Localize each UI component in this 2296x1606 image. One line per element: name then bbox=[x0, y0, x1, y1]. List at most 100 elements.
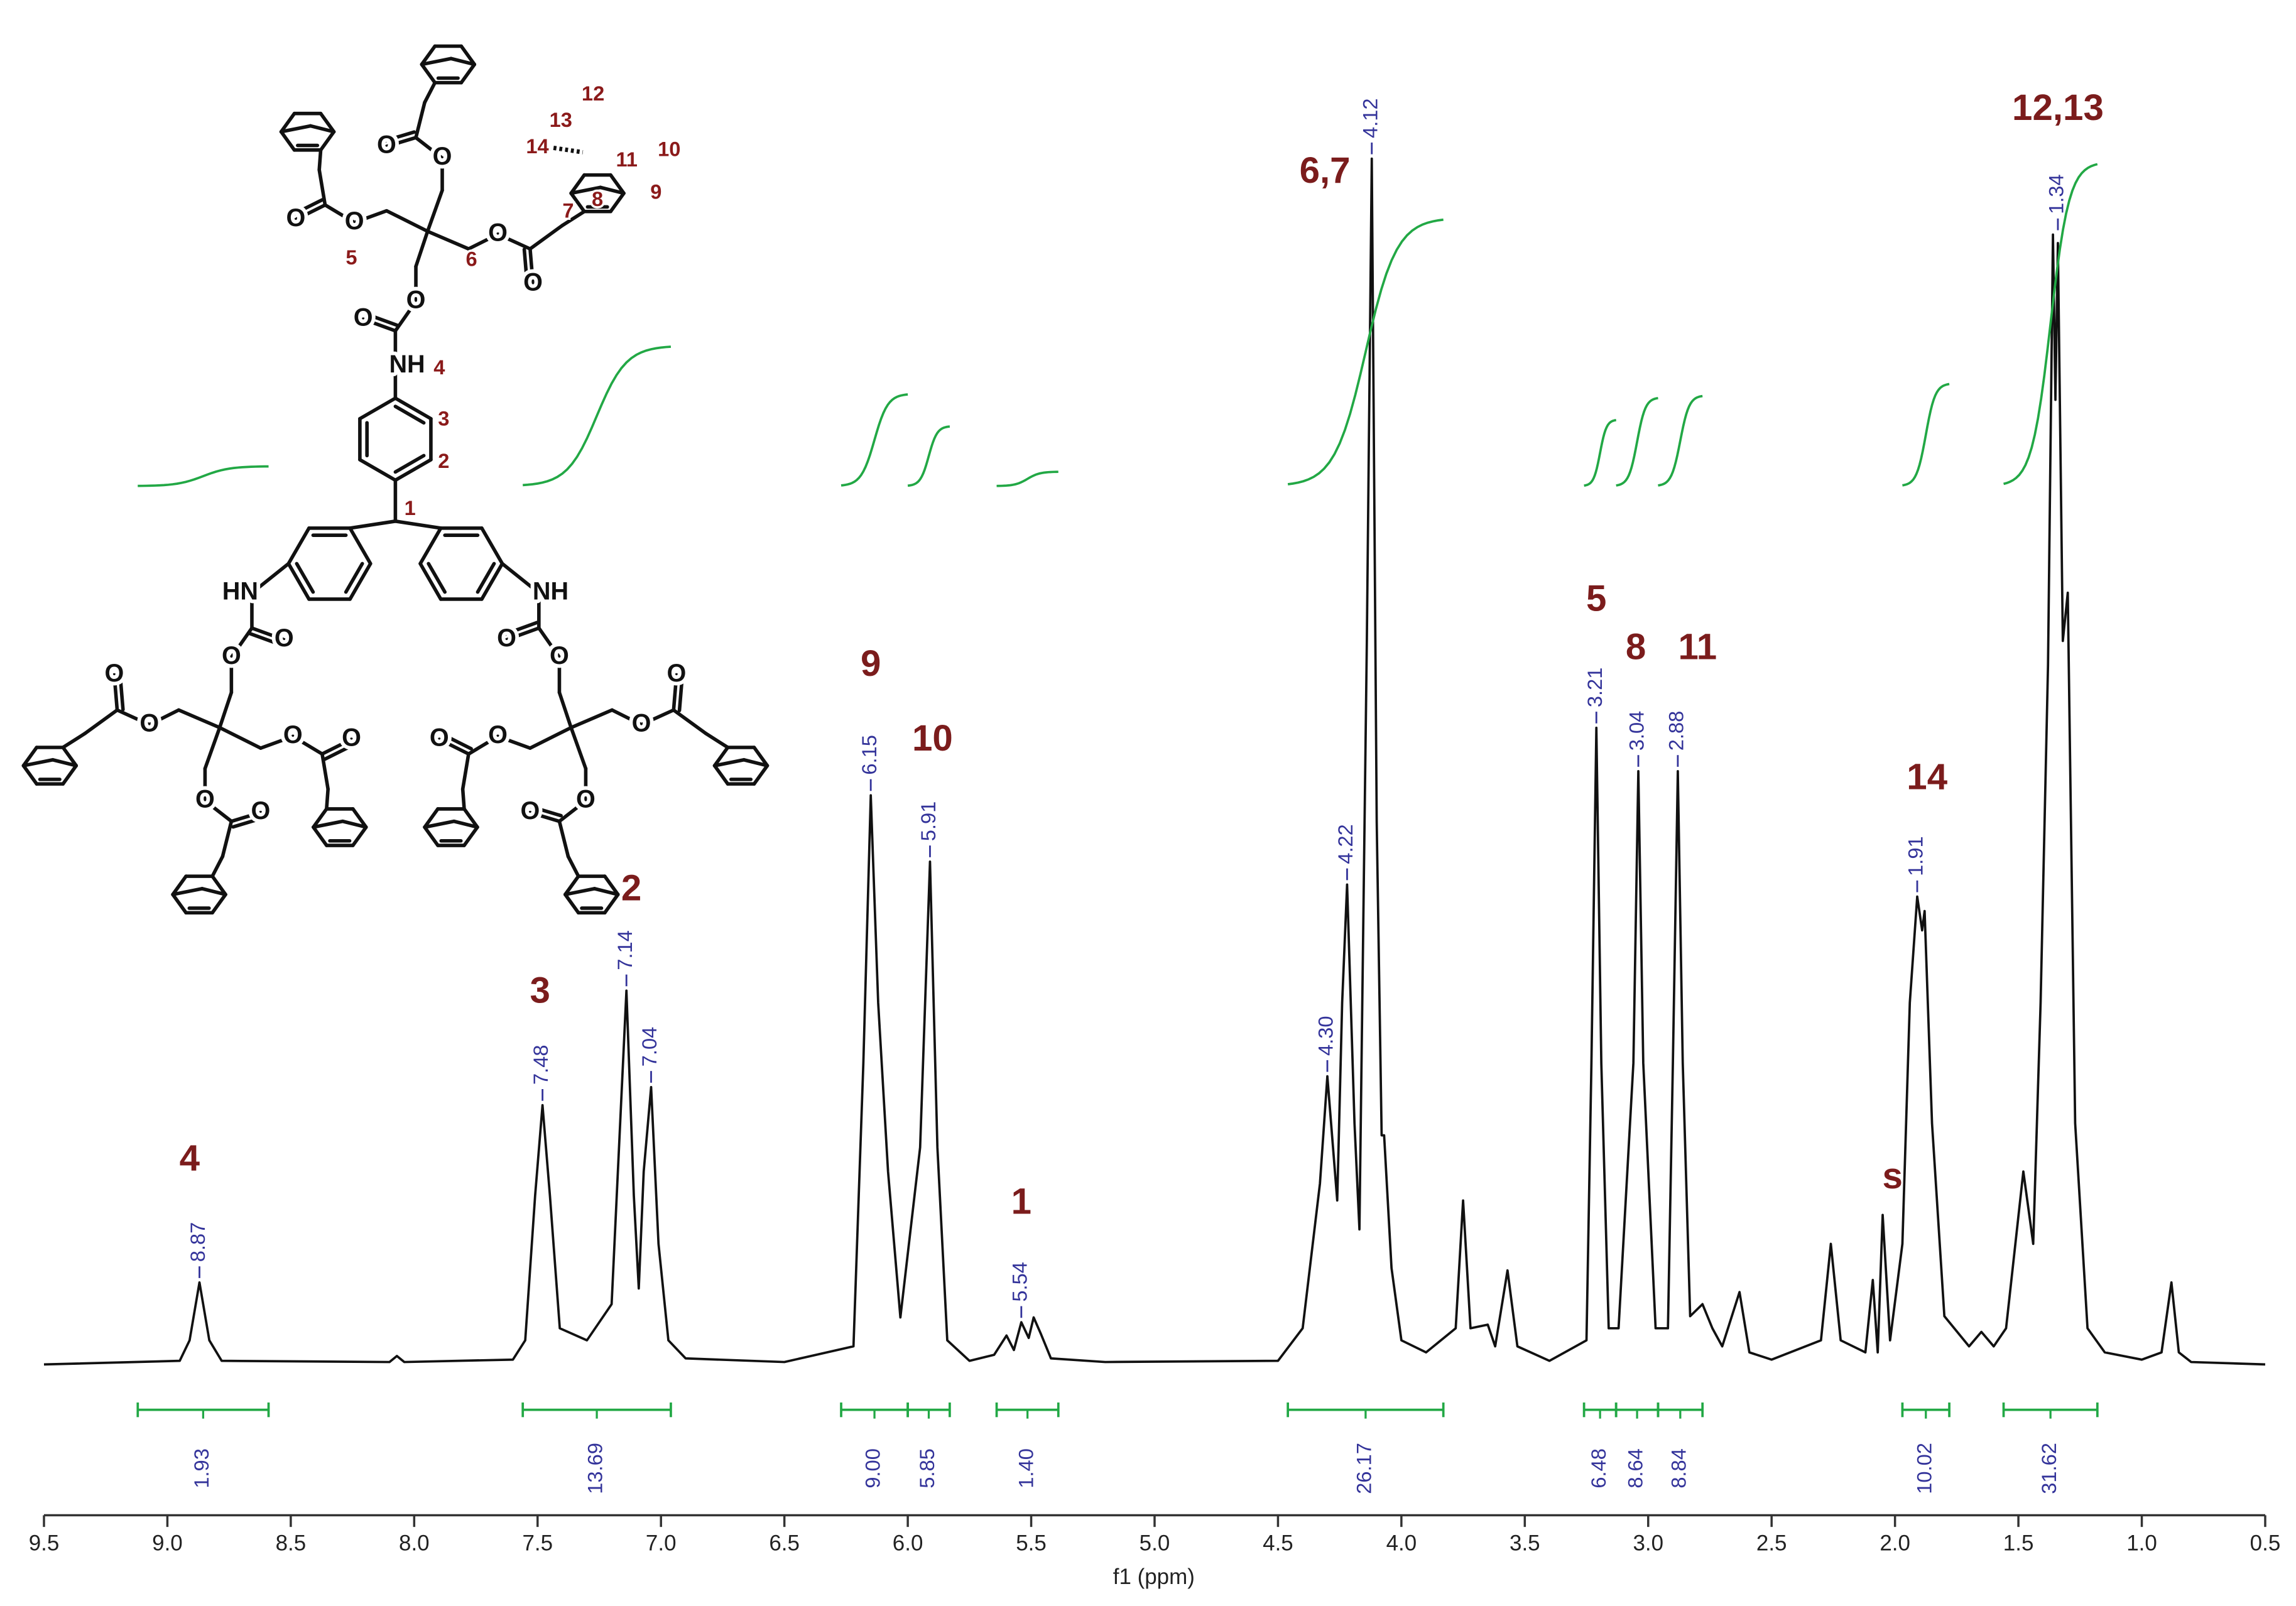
bond bbox=[291, 734, 324, 756]
x-tick-label: 2.5 bbox=[1756, 1531, 1787, 1555]
bond bbox=[250, 626, 286, 642]
integral-curve bbox=[2003, 163, 2098, 486]
peak-label: 3.04 bbox=[1625, 711, 1648, 751]
bond bbox=[51, 757, 79, 768]
double-bond bbox=[118, 672, 125, 712]
bond bbox=[294, 203, 327, 222]
bond bbox=[423, 807, 440, 829]
peak-assignment: 2 bbox=[621, 867, 641, 908]
bond bbox=[318, 129, 336, 152]
oxygen-atom: O bbox=[433, 143, 452, 170]
bond bbox=[420, 44, 437, 67]
integral-curve bbox=[1584, 418, 1616, 487]
bond bbox=[279, 124, 313, 134]
integral-label: 13.69 bbox=[584, 1443, 607, 1494]
bond bbox=[557, 799, 588, 823]
double-bond bbox=[383, 130, 416, 143]
integral-curve bbox=[841, 393, 908, 487]
bond bbox=[259, 734, 295, 750]
atom-locant: 14 bbox=[526, 134, 548, 158]
bond bbox=[61, 764, 79, 786]
atom-locant: 7 bbox=[562, 199, 574, 222]
oxygen-atom: O bbox=[345, 207, 364, 235]
bond bbox=[528, 810, 562, 823]
atom-locant: 11 bbox=[616, 148, 638, 171]
peak-assignment: 8 bbox=[1626, 626, 1646, 667]
bond bbox=[229, 810, 263, 823]
bond bbox=[115, 708, 151, 727]
bond bbox=[496, 734, 532, 750]
aromatic-bond bbox=[393, 453, 426, 474]
double-bond bbox=[231, 816, 264, 829]
bond bbox=[563, 887, 597, 896]
bond bbox=[358, 396, 398, 421]
oxygen-atom: O bbox=[283, 721, 303, 749]
bond bbox=[393, 300, 418, 333]
bond bbox=[171, 893, 188, 915]
bond bbox=[21, 746, 39, 768]
bond bbox=[325, 787, 330, 811]
oxygen-atom: O bbox=[430, 724, 449, 752]
bond bbox=[203, 799, 234, 823]
oxygen-atom: O bbox=[667, 659, 687, 687]
aromatic-bond bbox=[295, 562, 315, 594]
peak-label: 1.91 bbox=[1904, 836, 1927, 876]
peak-label: 4.12 bbox=[1358, 98, 1381, 138]
bond bbox=[21, 764, 39, 786]
peak-assignment: 5 bbox=[1586, 578, 1606, 619]
peak-label: 5.91 bbox=[917, 801, 940, 842]
peak-assignment: s bbox=[1883, 1156, 1903, 1196]
x-axis-title: f1 (ppm) bbox=[1113, 1565, 1195, 1589]
x-tick-label: 3.0 bbox=[1633, 1531, 1663, 1555]
bond bbox=[308, 124, 336, 134]
bond bbox=[742, 757, 770, 768]
bond bbox=[566, 854, 580, 878]
bond bbox=[639, 708, 676, 727]
peak-assignment: 14 bbox=[1907, 757, 1947, 798]
bond bbox=[229, 626, 254, 659]
bond bbox=[312, 825, 329, 847]
atom-locant: 10 bbox=[658, 138, 680, 161]
oxygen-atom: O bbox=[342, 724, 361, 752]
x-tick-label: 1.0 bbox=[2126, 1531, 2157, 1555]
bond bbox=[318, 111, 336, 134]
double-bond bbox=[503, 621, 539, 636]
oxygen-atom: O bbox=[104, 659, 124, 687]
atom-locant: 6 bbox=[466, 247, 477, 271]
oxygen-atom: O bbox=[195, 785, 215, 813]
bond bbox=[423, 80, 437, 104]
integral-curve bbox=[1658, 394, 1703, 487]
atom-locant: 3 bbox=[438, 407, 449, 430]
bond bbox=[418, 526, 443, 566]
atom-locant: 12 bbox=[582, 82, 604, 105]
bond bbox=[171, 887, 204, 896]
bond bbox=[200, 887, 227, 896]
bond bbox=[250, 562, 291, 595]
bond bbox=[348, 519, 398, 530]
bond bbox=[569, 191, 586, 214]
integral-label: 8.64 bbox=[1624, 1448, 1647, 1489]
bond bbox=[449, 57, 477, 67]
bond bbox=[312, 807, 329, 829]
bond bbox=[112, 673, 119, 712]
bond bbox=[320, 752, 330, 791]
atom-locant: 9 bbox=[650, 180, 661, 203]
integral-label: 8.84 bbox=[1667, 1448, 1690, 1489]
spectrum-plot: 9.5 9.0 8.5 8.0 7.5 7.0 6.5 6.0 5.5 5.0 4.5 4.0 3.5 3… bbox=[29, 87, 2281, 1555]
bond bbox=[480, 526, 504, 566]
integral-curve bbox=[138, 465, 269, 487]
bond bbox=[598, 185, 626, 195]
peak-label: 5.54 bbox=[1008, 1262, 1031, 1302]
peak-label: 4.22 bbox=[1334, 824, 1357, 864]
x-tick-label: 4.5 bbox=[1263, 1531, 1293, 1555]
bond bbox=[177, 708, 222, 730]
bond bbox=[420, 62, 437, 85]
bond bbox=[414, 136, 444, 160]
peak-assignment: 12,13 bbox=[2012, 87, 2104, 128]
bond bbox=[563, 874, 580, 896]
x-tick-label: 8.5 bbox=[276, 1531, 307, 1555]
atom-locant: 2 bbox=[438, 449, 449, 472]
x-tick-label: 7.0 bbox=[646, 1531, 677, 1555]
